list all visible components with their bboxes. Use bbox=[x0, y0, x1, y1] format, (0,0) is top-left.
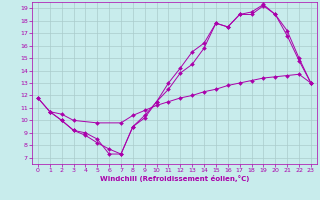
X-axis label: Windchill (Refroidissement éolien,°C): Windchill (Refroidissement éolien,°C) bbox=[100, 175, 249, 182]
